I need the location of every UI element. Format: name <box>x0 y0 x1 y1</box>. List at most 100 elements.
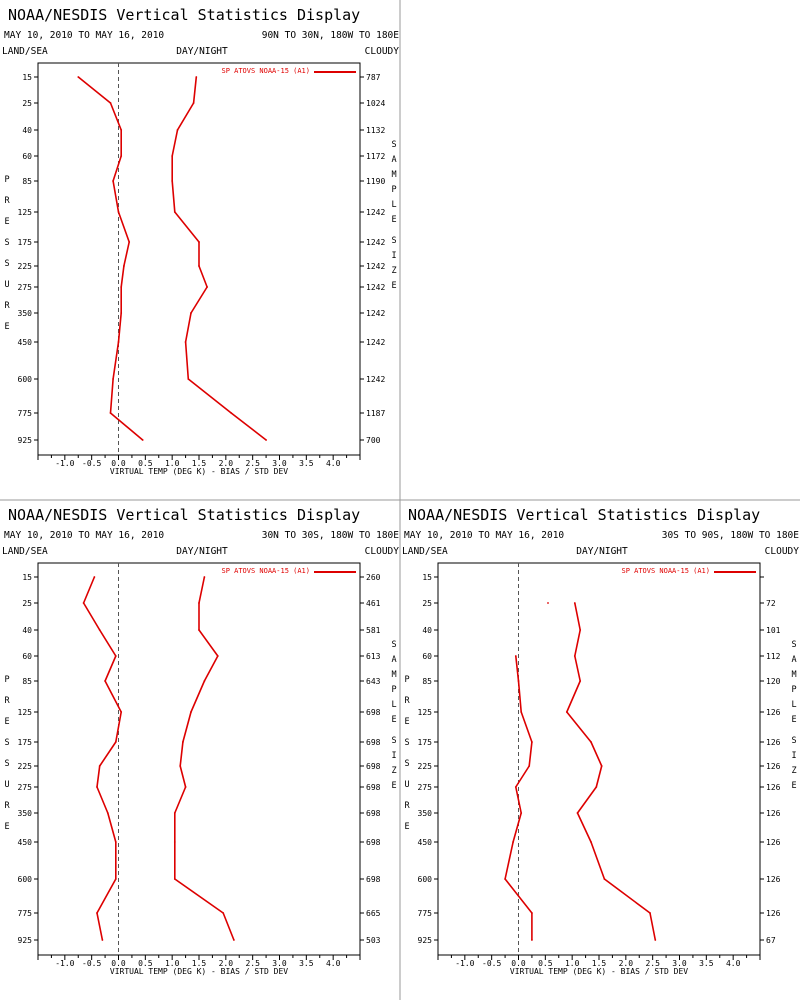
y-axis-label-letter: P <box>4 175 9 185</box>
pressure-level-label: 600 <box>18 375 33 384</box>
y2-axis-label-letter: I <box>791 751 796 761</box>
surface-label: LAND/SEA <box>2 46 48 57</box>
series-point <box>590 741 592 743</box>
series-line-bias <box>84 577 122 940</box>
series-point <box>171 155 173 157</box>
y-axis-label-letter: R <box>4 301 10 311</box>
sample-size-label: 126 <box>766 875 781 884</box>
chart-title: NOAA/NESDIS Vertical Statistics Display <box>8 506 360 524</box>
sample-size-label: 700 <box>366 436 381 445</box>
y2-axis-label-letter: Z <box>791 766 796 776</box>
series-point <box>531 939 533 941</box>
y-axis-label-letter: E <box>404 822 409 832</box>
y-axis-label-letter: R <box>4 696 10 706</box>
sky-label: CLOUDY <box>365 546 400 557</box>
y2-axis-label-letter: A <box>391 155 396 165</box>
y-axis-label-letter: E <box>404 717 409 727</box>
y2-axis-label-letter: E <box>791 715 796 725</box>
series-point <box>94 576 96 578</box>
x-tick-label: -0.5 <box>82 459 101 468</box>
series-point <box>590 841 592 843</box>
sample-size-label: 698 <box>366 809 381 818</box>
sample-size-label: 698 <box>366 738 381 747</box>
chart-title: NOAA/NESDIS Vertical Statistics Display <box>8 6 360 24</box>
series-point <box>142 439 144 441</box>
time-of-day-label: DAY/NIGHT <box>176 546 228 557</box>
series-point <box>110 102 112 104</box>
series-point <box>107 812 109 814</box>
sample-size-label: 787 <box>366 73 381 82</box>
series-point <box>174 211 176 213</box>
y-axis-label-letter: E <box>4 717 9 727</box>
sky-label: CLOUDY <box>365 46 400 57</box>
sample-size-label: 120 <box>766 677 781 686</box>
x-tick-label: 4.0 <box>326 459 341 468</box>
region-label: 30N TO 30S, 180W TO 180E <box>262 530 400 541</box>
y-axis-label-letter: R <box>404 696 410 706</box>
y2-axis-label-letter: P <box>791 685 796 695</box>
time-of-day-label: DAY/NIGHT <box>576 546 628 557</box>
pressure-level-label: 350 <box>18 309 33 318</box>
y2-axis-label-letter: A <box>791 655 796 665</box>
sample-size-label: 72 <box>766 599 776 608</box>
pressure-level-label: 125 <box>418 708 433 717</box>
series-point <box>520 711 522 713</box>
pressure-level-label: 350 <box>18 809 33 818</box>
sample-size-label: 613 <box>366 652 381 661</box>
series-point <box>177 129 179 131</box>
series-line-bias <box>78 77 142 440</box>
sample-size-label: 1242 <box>366 375 385 384</box>
series-point <box>120 286 122 288</box>
chart-panel-2: NOAA/NESDIS Vertical Statistics Display M… <box>2 506 399 976</box>
series-point <box>190 711 192 713</box>
pressure-level-label: 225 <box>18 762 33 771</box>
pressure-level-label: 450 <box>18 838 33 847</box>
sample-size-label: 112 <box>766 652 781 661</box>
series-point <box>531 912 533 914</box>
series-point <box>574 602 576 604</box>
sample-size-label: 1242 <box>366 238 385 247</box>
pressure-level-label: 40 <box>22 626 32 635</box>
series-point <box>579 680 581 682</box>
sample-size-label: 1190 <box>366 177 385 186</box>
sample-size-label: 1132 <box>366 126 385 135</box>
x-tick-label: -0.5 <box>482 959 501 968</box>
sample-size-label: 581 <box>366 626 381 635</box>
series-point <box>504 878 506 880</box>
sample-size-label: 126 <box>766 738 781 747</box>
series-point <box>174 841 176 843</box>
series-point <box>528 765 530 767</box>
sample-size-label: 698 <box>366 708 381 717</box>
pressure-level-label: 15 <box>22 73 32 82</box>
sample-size-label: 1172 <box>366 152 385 161</box>
x-tick-label: 3.5 <box>699 959 714 968</box>
pressure-level-label: 25 <box>22 99 32 108</box>
series-point <box>115 741 117 743</box>
series-point <box>515 786 517 788</box>
series-point <box>193 102 195 104</box>
pressure-level-label: 450 <box>418 838 433 847</box>
series-point <box>230 412 232 414</box>
series-point <box>206 286 208 288</box>
y-axis-label-letter: S <box>4 238 9 248</box>
y2-axis-label-letter: M <box>391 670 396 680</box>
y2-axis-label-letter: M <box>391 170 396 180</box>
series-point <box>195 76 197 78</box>
y2-axis-label-letter: S <box>391 140 396 150</box>
series-point <box>204 680 206 682</box>
sample-size-label: 698 <box>366 783 381 792</box>
date-range: MAY 10, 2010 TO MAY 16, 2010 <box>4 530 164 541</box>
series-point <box>171 180 173 182</box>
pressure-level-label: 125 <box>18 708 33 717</box>
series-point <box>102 939 104 941</box>
series-point <box>531 741 533 743</box>
y-axis-label-letter: E <box>4 822 9 832</box>
y2-axis-label-letter: L <box>791 700 796 710</box>
x-tick-label: -1.0 <box>55 959 74 968</box>
y2-axis-label-letter: E <box>391 781 396 791</box>
y2-axis-label-letter: Z <box>391 266 396 276</box>
legend-label: SP ATOVS NOAA-15 (A1) <box>221 567 310 575</box>
chart-panel-1: NOAA/NESDIS Vertical Statistics Display M… <box>2 6 399 476</box>
legend-label: SP ATOVS NOAA-15 (A1) <box>621 567 710 575</box>
series-point <box>77 76 79 78</box>
